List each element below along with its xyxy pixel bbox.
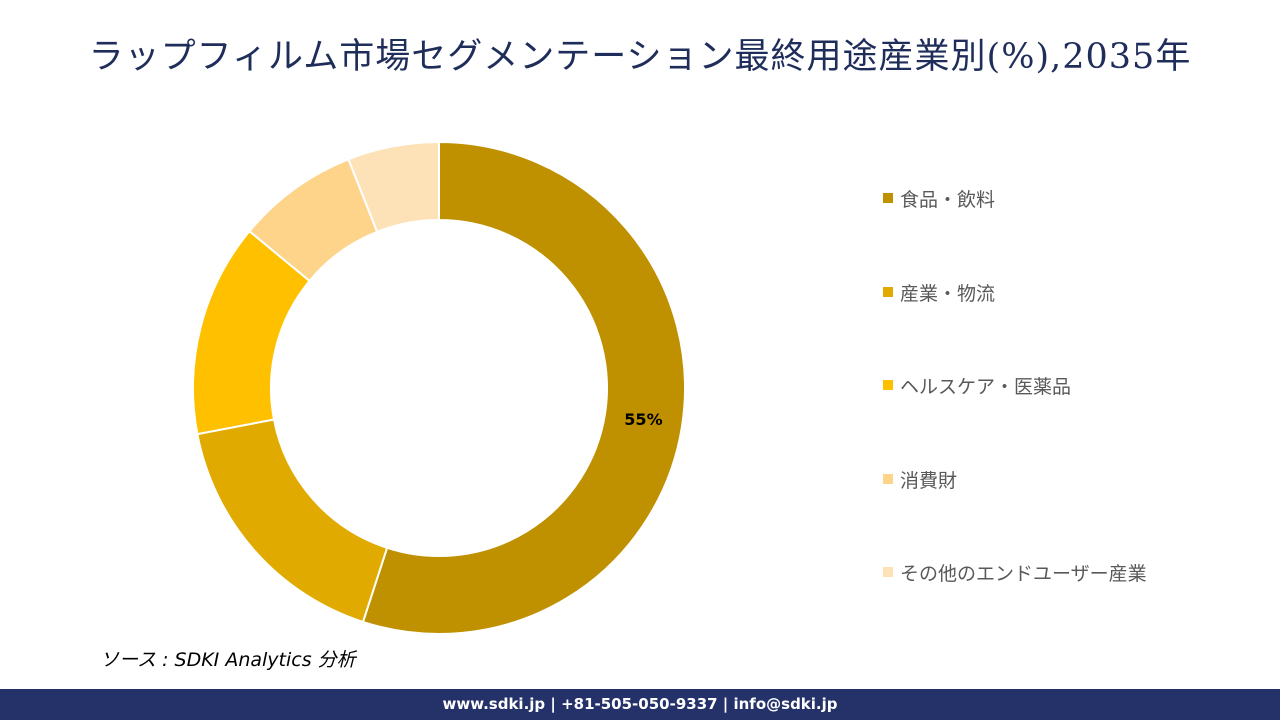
legend-item-1: 食品・飲料: [883, 185, 1147, 279]
data-label-1: 55%: [624, 410, 662, 429]
legend-label: ヘルスケア・医薬品: [900, 376, 1072, 398]
source-note: ソース : SDKI Analytics 分析: [100, 649, 356, 671]
chart-title: ラップフィルム市場セグメンテーション最終用途産業別(%),2035年: [88, 37, 1192, 77]
legend-swatch: [883, 473, 893, 484]
legend-swatch: [883, 567, 893, 577]
legend-label: 消費財: [900, 469, 958, 492]
legend-swatch: [883, 193, 893, 203]
legend-item-4: 消費財: [883, 466, 1147, 560]
legend-label: その他のエンドユーザー産業: [900, 563, 1147, 585]
legend: 食品・飲料産業・物流ヘルスケア・医薬品 消費財その他のエンドユーザー産業: [883, 185, 1147, 653]
legend-item-2: 産業・物流: [883, 279, 1147, 373]
donut-slice-5: [347, 140, 440, 234]
data-labels: 55%: [624, 410, 662, 429]
donut-slice-1: [361, 140, 686, 635]
footer-contact-bar: www.sdki.jp | +81-505-050-9337 | info@sd…: [0, 689, 1280, 720]
legend-label: 産業・物流: [900, 282, 996, 305]
legend-item-5: その他のエンドユーザー産業: [883, 559, 1147, 653]
legend-swatch: [883, 380, 893, 390]
legend-label: 食品・飲料: [900, 189, 996, 211]
donut-slice-2: [196, 418, 389, 624]
donut-slices: [192, 140, 686, 635]
legend-swatch: [883, 286, 893, 297]
legend-item-3: ヘルスケア・医薬品: [883, 372, 1147, 466]
